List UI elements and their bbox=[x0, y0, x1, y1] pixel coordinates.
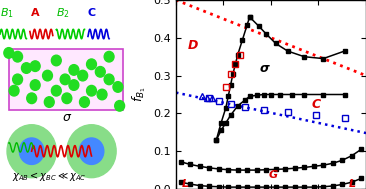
Text: σ: σ bbox=[259, 62, 269, 75]
Circle shape bbox=[13, 51, 23, 62]
Circle shape bbox=[62, 93, 72, 104]
Circle shape bbox=[60, 74, 70, 85]
Circle shape bbox=[69, 65, 79, 75]
Text: D: D bbox=[188, 39, 198, 52]
Circle shape bbox=[13, 74, 23, 85]
Circle shape bbox=[51, 55, 61, 66]
Circle shape bbox=[9, 85, 19, 96]
Circle shape bbox=[22, 63, 31, 73]
Text: $B_2$: $B_2$ bbox=[56, 6, 70, 20]
Circle shape bbox=[115, 101, 124, 111]
Circle shape bbox=[104, 74, 114, 85]
Circle shape bbox=[87, 85, 96, 96]
Circle shape bbox=[96, 67, 105, 77]
Circle shape bbox=[78, 70, 87, 81]
Text: L: L bbox=[182, 180, 189, 189]
Text: A: A bbox=[31, 8, 40, 18]
Circle shape bbox=[79, 138, 104, 164]
Text: $B_1$: $B_1$ bbox=[0, 6, 14, 20]
Circle shape bbox=[104, 51, 114, 62]
Circle shape bbox=[4, 48, 14, 58]
Circle shape bbox=[30, 80, 40, 90]
Circle shape bbox=[113, 82, 123, 92]
Text: C: C bbox=[311, 98, 321, 111]
Text: L: L bbox=[348, 180, 355, 189]
Circle shape bbox=[51, 85, 61, 96]
Y-axis label: $f_{B_1}$: $f_{B_1}$ bbox=[130, 87, 148, 102]
Text: $\sigma$: $\sigma$ bbox=[62, 111, 72, 124]
Circle shape bbox=[7, 125, 56, 178]
Circle shape bbox=[27, 93, 37, 104]
Text: C: C bbox=[87, 8, 96, 18]
Text: $\chi_{AB} < \chi_{BC} \ll \chi_{AC}$: $\chi_{AB} < \chi_{BC} \ll \chi_{AC}$ bbox=[12, 170, 86, 183]
Text: G: G bbox=[269, 170, 278, 180]
Circle shape bbox=[69, 80, 79, 90]
Circle shape bbox=[67, 125, 116, 178]
Circle shape bbox=[44, 97, 54, 107]
Circle shape bbox=[87, 59, 96, 70]
Bar bbox=[9, 49, 123, 110]
Circle shape bbox=[42, 70, 52, 81]
Circle shape bbox=[97, 89, 107, 100]
Circle shape bbox=[79, 97, 89, 107]
Circle shape bbox=[19, 138, 44, 164]
Circle shape bbox=[30, 61, 40, 71]
